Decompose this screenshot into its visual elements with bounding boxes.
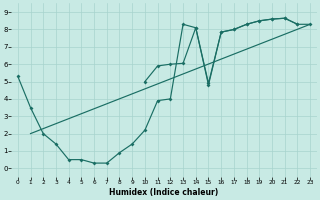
X-axis label: Humidex (Indice chaleur): Humidex (Indice chaleur) — [109, 188, 219, 197]
